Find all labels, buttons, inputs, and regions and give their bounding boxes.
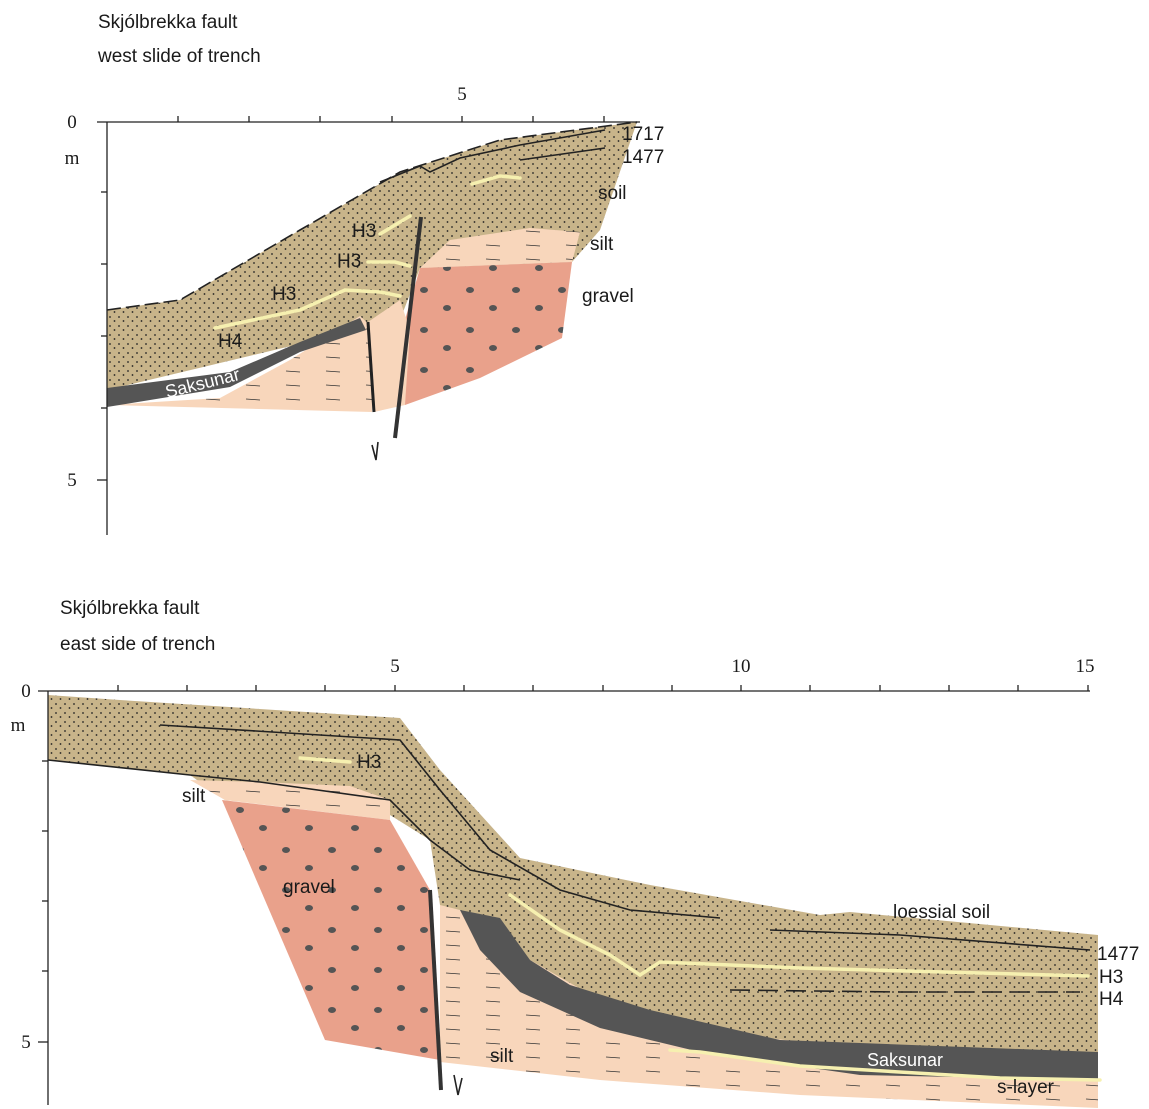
y-unit: m: [65, 148, 80, 169]
title: Skjólbrekka fault: [98, 12, 238, 33]
figure: Skjólbrekka fault west slide of trench 5…: [0, 0, 1149, 1109]
y-tick-label: 5: [67, 470, 77, 491]
gravel-layer: [402, 262, 572, 405]
label: H3: [357, 752, 381, 773]
label: H3: [352, 221, 376, 242]
label: Saksunar: [867, 1050, 943, 1070]
label: silt: [490, 1046, 514, 1067]
label: 1717: [622, 124, 664, 145]
slip-arrow: [454, 1075, 462, 1095]
subtitle: west slide of trench: [97, 46, 261, 67]
label: H3: [272, 284, 296, 305]
label: 1477: [1097, 944, 1139, 965]
label: silt: [590, 234, 614, 255]
label: H4: [218, 331, 243, 352]
x-tick-label: 5: [457, 84, 467, 105]
gravel-layer: [222, 800, 440, 1060]
y-unit: m: [11, 715, 26, 736]
y-tick-label: 5: [21, 1032, 31, 1053]
label: H3: [1099, 967, 1123, 988]
section-west: Skjólbrekka fault west slide of trench 5…: [65, 12, 665, 535]
x-tick-label: 10: [732, 656, 751, 677]
label: soil: [598, 183, 627, 204]
slip-arrow: [372, 442, 378, 460]
label: gravel: [283, 877, 335, 898]
x-tick-label: 15: [1076, 656, 1095, 677]
label: gravel: [582, 286, 634, 307]
subtitle: east side of trench: [60, 634, 215, 655]
label: silt: [182, 786, 206, 807]
section-east: Skjólbrekka fault east side of trench 5 …: [11, 598, 1140, 1108]
label: s-layer: [997, 1077, 1055, 1098]
y-tick-label: 0: [67, 112, 77, 133]
label: H4: [1099, 989, 1124, 1010]
label: 1477: [622, 147, 664, 168]
x-tick-label: 5: [390, 656, 400, 677]
y-tick-label: 0: [21, 681, 31, 702]
label: H3: [337, 251, 361, 272]
title: Skjólbrekka fault: [60, 598, 200, 619]
label: loessial soil: [893, 902, 990, 923]
